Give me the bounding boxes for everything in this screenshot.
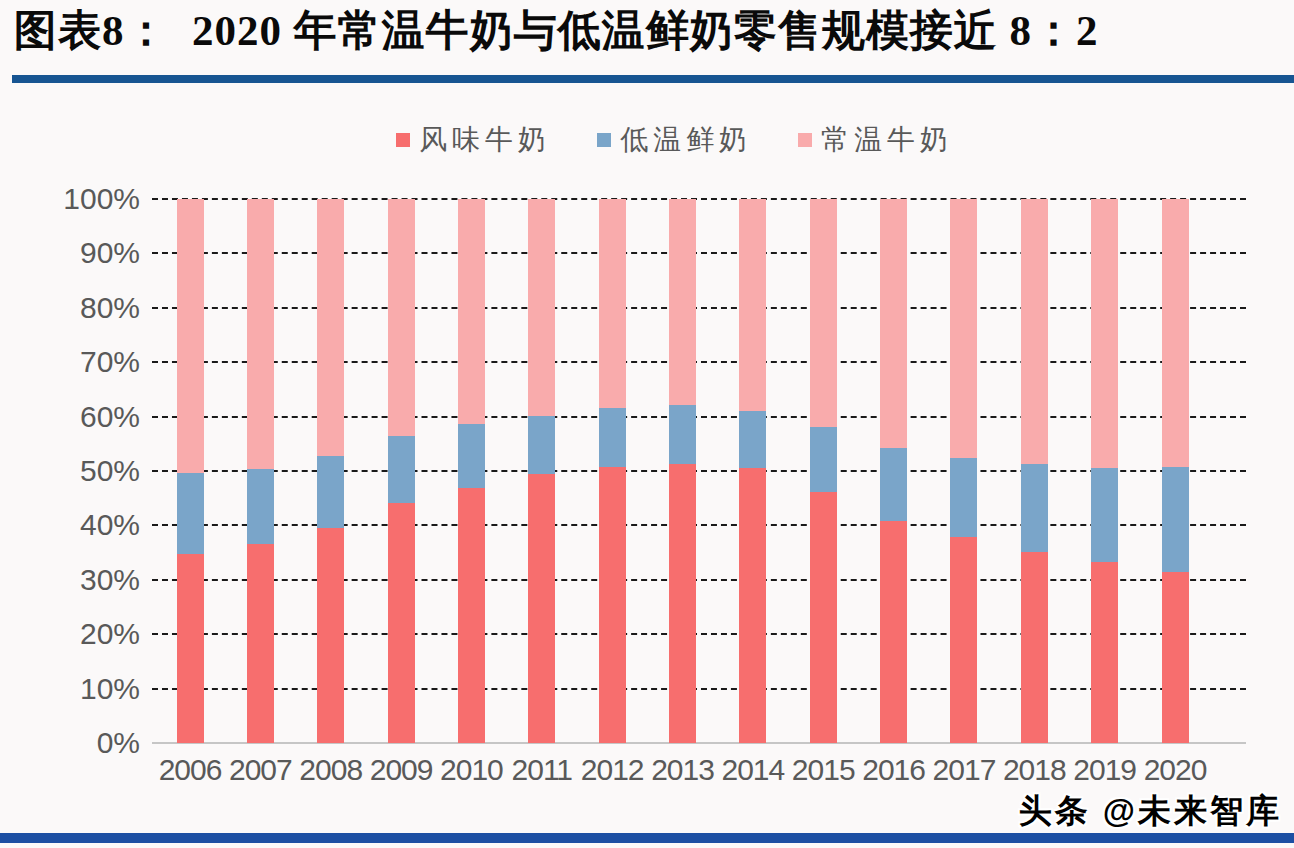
legend-item-1: 低温鲜奶 [597,121,752,159]
chart-legend: 风味牛奶 低温鲜奶 常温牛奶 [396,121,953,159]
bar-segment [1091,468,1118,562]
bar-segment [458,488,485,743]
watermark: 头条 @未来智库 [1019,789,1282,834]
bar-segment [317,199,344,456]
bar-2017 [950,199,977,743]
bar-segment [528,199,555,416]
bar-segment [1091,199,1118,468]
bar-segment [1162,572,1189,743]
bar-2010 [458,199,485,743]
bar-segment [177,554,204,743]
bar-segment [599,199,626,408]
bar-segment [739,468,766,743]
gridline [152,361,1246,363]
y-tick-label: 50% [30,453,140,489]
bar-2014 [739,199,766,743]
page-title: 图表8： 2020 年常温牛奶与低温鲜奶零售规模接近 8：2 [14,2,1099,60]
gridline [152,252,1246,254]
bar-segment [388,199,415,436]
bar-segment [528,416,555,474]
y-tick-label: 40% [30,507,140,543]
bar-2008 [317,199,344,743]
bar-segment [388,503,415,743]
y-tick-label: 70% [30,344,140,380]
legend-swatch-icon [396,133,410,147]
legend-label: 常温牛奶 [821,121,953,159]
gridline [152,524,1246,526]
bar-segment [317,528,344,743]
legend-label: 风味牛奶 [419,121,551,159]
bar-segment [177,473,204,554]
bar-segment [1162,467,1189,572]
legend-item-0: 风味牛奶 [396,121,551,159]
bar-segment [810,199,837,427]
gridline [152,633,1246,635]
bar-segment [1021,552,1048,743]
gridline [152,470,1246,472]
bar-segment [669,199,696,405]
bar-segment [1162,199,1189,467]
bar-segment [458,424,485,488]
bar-segment [950,458,977,537]
bar-2013 [669,199,696,743]
bar-segment [1021,464,1048,552]
bar-segment [880,448,907,521]
gridline [152,416,1246,418]
plot-area [152,199,1246,743]
bar-segment [810,492,837,743]
bar-segment [669,464,696,743]
bar-2020 [1162,199,1189,743]
bar-segment [950,199,977,458]
bar-segment [810,427,837,492]
bar-segment [950,537,977,743]
bar-segment [528,474,555,743]
legend-item-2: 常温牛奶 [798,121,953,159]
bar-segment [458,199,485,424]
gridline [152,198,1246,200]
legend-label: 低温鲜奶 [620,121,752,159]
y-tick-label: 80% [30,290,140,326]
y-tick-label: 0% [30,725,140,761]
bar-segment [247,199,274,469]
bar-segment [669,405,696,464]
gridline [152,579,1246,581]
legend-swatch-icon [798,133,812,147]
legend-swatch-icon [597,133,611,147]
y-tick-label: 100% [30,181,140,217]
x-axis-baseline [152,742,1246,744]
bar-segment [247,544,274,743]
gridline [152,307,1246,309]
bar-segment [388,436,415,503]
bar-2019 [1091,199,1118,743]
footer-rule [0,833,1294,843]
bar-2016 [880,199,907,743]
bar-2006 [177,199,204,743]
bar-segment [1021,199,1048,464]
bar-2018 [1021,199,1048,743]
y-tick-label: 60% [30,399,140,435]
title-rule [12,75,1294,83]
y-tick-label: 10% [30,671,140,707]
y-tick-label: 30% [30,562,140,598]
bar-segment [739,411,766,469]
bar-segment [1091,562,1118,743]
bar-segment [880,521,907,743]
y-tick-label: 20% [30,616,140,652]
bar-segment [247,469,274,544]
bar-2012 [599,199,626,743]
bar-segment [599,467,626,743]
bar-2015 [810,199,837,743]
bar-2007 [247,199,274,743]
bar-2009 [388,199,415,743]
y-tick-label: 90% [30,235,140,271]
bar-segment [739,199,766,411]
bar-segment [317,456,344,528]
bar-segment [177,199,204,473]
x-tick-label: 2020 [1129,752,1221,788]
bar-2011 [528,199,555,743]
gridline [152,688,1246,690]
bar-segment [599,408,626,467]
bar-segment [880,199,907,448]
